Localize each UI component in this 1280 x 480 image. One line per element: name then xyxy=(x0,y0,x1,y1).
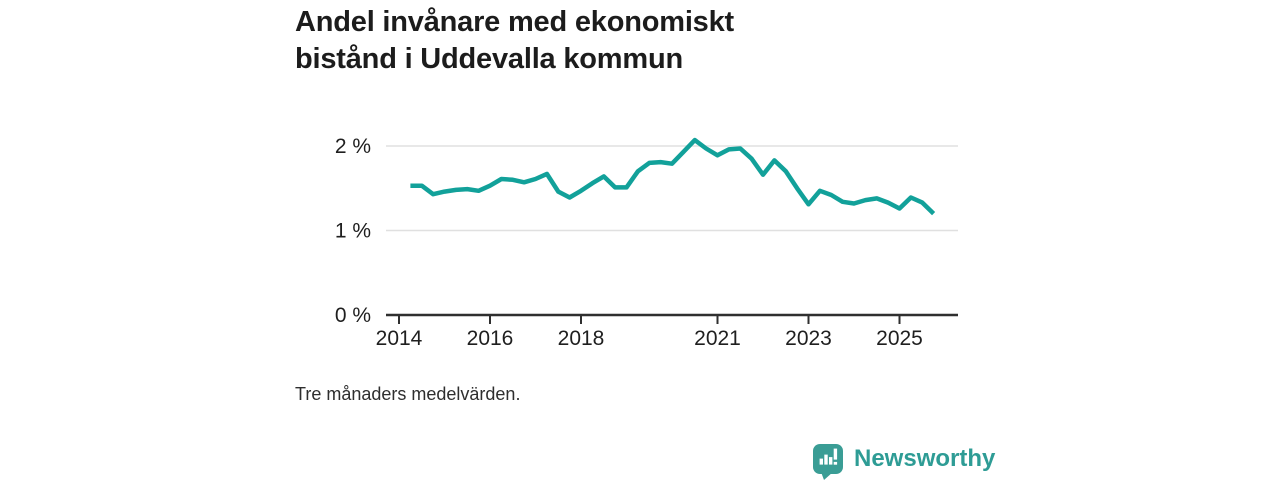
x-axis-label: 2023 xyxy=(785,327,832,350)
newsworthy-logo: Newsworthy xyxy=(812,443,995,480)
y-axis-label: 1 % xyxy=(335,220,371,243)
y-axis-label: 2 % xyxy=(335,135,371,158)
x-axis-label: 2018 xyxy=(558,327,605,350)
data-series-line xyxy=(410,137,936,216)
x-axis-label: 2014 xyxy=(376,327,423,350)
chart-footnote: Tre månaders medelvärden. xyxy=(295,384,521,404)
x-axis-label: 2016 xyxy=(467,327,514,350)
page-title: Andel invånare med ekonomiskt bistånd i … xyxy=(295,6,734,75)
y-axis-label: 0 % xyxy=(335,304,371,327)
newsworthy-bubble-chart-icon xyxy=(813,444,843,480)
x-axis-label: 2025 xyxy=(876,327,923,350)
newsworthy-wordmark: Newsworthy xyxy=(854,445,996,472)
x-axis-label: 2021 xyxy=(694,327,741,350)
